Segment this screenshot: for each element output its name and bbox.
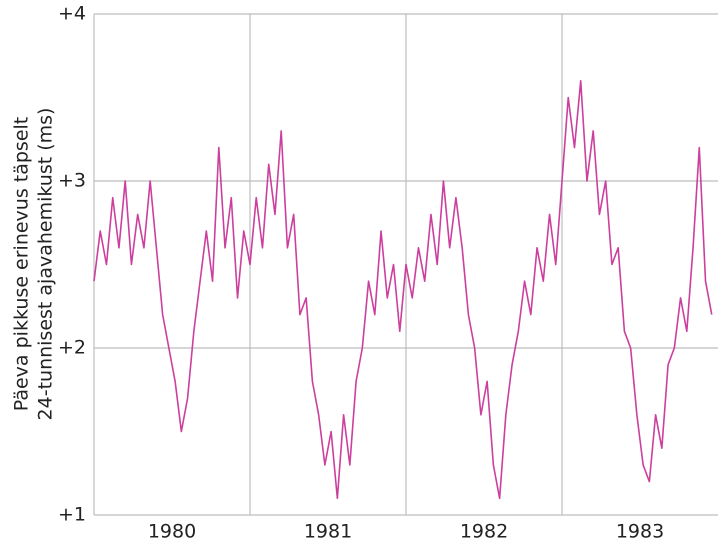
y-tick-label: +1	[58, 504, 86, 526]
y-axis-label: Päeva pikkuse erinevus täpselt	[11, 117, 33, 412]
y-tick-label: +3	[58, 170, 86, 192]
y-tick-label: +4	[58, 3, 86, 25]
data-line	[93, 80, 713, 500]
x-tick-label: 1982	[460, 521, 508, 543]
x-tick-label: 1980	[148, 521, 196, 543]
x-tick-label: 1981	[304, 521, 352, 543]
y-axis-label: 24-tunnisest ajavahemikust (ms)	[35, 108, 57, 421]
y-tick-label: +2	[58, 337, 86, 359]
x-tick-label: 1983	[616, 521, 664, 543]
